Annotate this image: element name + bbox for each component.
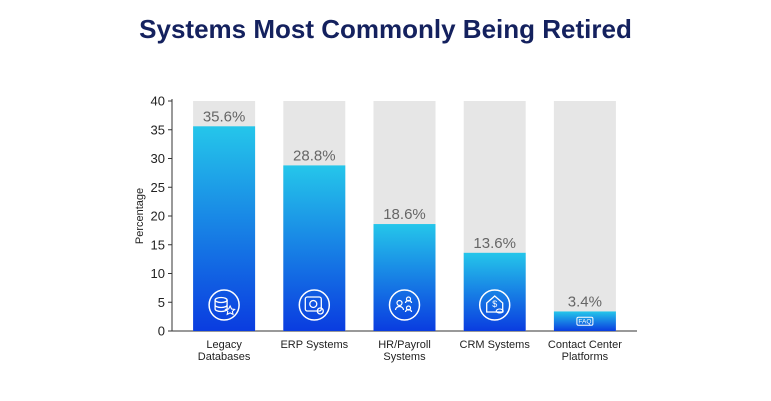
chart-title: Systems Most Commonly Being Retired — [139, 14, 632, 44]
y-tick-label: 10 — [151, 266, 165, 281]
y-tick-label: 0 — [158, 324, 165, 339]
icon-part — [309, 299, 318, 309]
icon-part — [394, 305, 405, 311]
bar-icon-group: FAQ — [576, 316, 594, 326]
category-label: HR/Payroll — [378, 339, 431, 351]
category-label: ERP Systems — [280, 339, 348, 351]
icon-part — [495, 308, 504, 314]
icon-part — [486, 295, 504, 313]
bar — [373, 224, 436, 331]
bar-icon-group — [388, 289, 421, 321]
icon-part — [304, 296, 322, 312]
category-label: Platforms — [562, 351, 609, 363]
database-star-icon — [208, 289, 240, 321]
data-label: 28.8% — [293, 147, 336, 164]
bar — [283, 165, 346, 331]
icon-part: FAQ — [578, 319, 591, 326]
bar-icon-group — [208, 289, 240, 321]
crm-dollar-icon — [478, 289, 511, 321]
data-label: 18.6% — [383, 206, 426, 223]
icon-part — [396, 299, 403, 307]
hr-people-icon — [388, 289, 421, 321]
category-label: Databases — [198, 351, 251, 363]
category-label: Systems — [383, 351, 426, 363]
icon-part: $ — [492, 299, 497, 309]
category-label: CRM Systems — [460, 339, 531, 351]
bar-track — [553, 101, 616, 331]
y-tick-label: 15 — [151, 237, 165, 252]
y-axis-label: Percentage — [134, 188, 146, 244]
data-label: 13.6% — [473, 235, 516, 252]
erp-gear-icon — [298, 289, 331, 321]
icon-part — [404, 299, 413, 313]
bar-icon-group — [298, 289, 331, 321]
data-label: 3.4% — [568, 293, 602, 310]
icon-part — [224, 304, 236, 316]
y-tick-label: 5 — [158, 295, 165, 310]
category-label: Legacy — [206, 339, 242, 351]
y-tick-label: 25 — [151, 180, 165, 195]
y-tick-label: 30 — [151, 151, 165, 166]
bar — [463, 252, 526, 331]
y-tick-label: 35 — [151, 122, 165, 137]
y-tick-label: 20 — [151, 209, 165, 224]
data-label: 35.6% — [203, 108, 246, 125]
icon-part — [576, 316, 594, 326]
y-tick-label: 40 — [151, 94, 165, 109]
bar — [193, 126, 256, 331]
category-label: Contact Center — [548, 339, 622, 351]
icon-part — [316, 307, 324, 315]
bar-icon-group: $ — [478, 289, 511, 321]
bar — [553, 311, 616, 331]
